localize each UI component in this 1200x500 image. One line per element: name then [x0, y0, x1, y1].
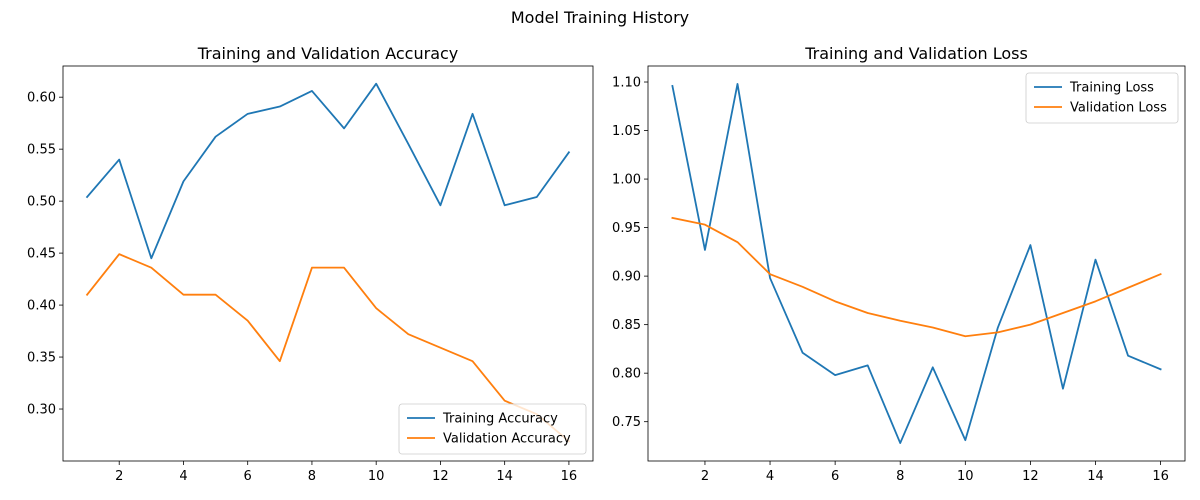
accuracy-y-tick-label: 0.30 [27, 403, 56, 418]
accuracy-y-tick-label: 0.40 [27, 299, 56, 314]
accuracy-y-tick-label: 0.45 [27, 247, 56, 262]
accuracy-legend: Training Accuracy Validation Accuracy [398, 403, 587, 455]
loss-legend-training-label: Training Loss [1069, 81, 1154, 96]
loss-series-validation-line [671, 216, 1162, 338]
accuracy-x-tick-label: 8 [308, 469, 316, 484]
loss-y-tick-label: 1.00 [612, 173, 641, 188]
accuracy-legend-training-label: Training Accuracy [442, 412, 558, 427]
accuracy-series-validation-line [85, 253, 571, 443]
loss-chart-title: Training and Validation Loss [804, 44, 1028, 63]
accuracy-series-training-line [85, 82, 571, 260]
accuracy-y-tick-label: 0.35 [27, 351, 56, 366]
loss-x-tick-label: 8 [896, 469, 904, 484]
loss-y-tick-label: 0.75 [612, 415, 641, 430]
loss-x-tick-label: 14 [1087, 469, 1104, 484]
accuracy-x-tick-label: 16 [561, 469, 578, 484]
loss-legend-validation-label: Validation Loss [1070, 101, 1167, 116]
loss-x-tick-label: 2 [701, 469, 709, 484]
accuracy-x-tick-label: 6 [244, 469, 252, 484]
accuracy-chart-title: Training and Validation Accuracy [197, 44, 459, 63]
loss-y-tick-label: 0.80 [612, 367, 641, 382]
accuracy-chart: Training and Validation Accuracy 2 4 6 8 10 12… [27, 44, 594, 484]
accuracy-x-tick-label: 2 [115, 469, 123, 484]
loss-x-tick-label: 4 [766, 469, 774, 484]
accuracy-y-tick-label: 0.60 [27, 91, 56, 106]
loss-x-tick-label: 6 [831, 469, 839, 484]
loss-y-tick-label: 0.90 [612, 270, 641, 285]
loss-x-tick-label: 12 [1022, 469, 1039, 484]
loss-y-tick-label: 0.95 [612, 221, 641, 236]
accuracy-y-tick-label: 0.50 [27, 195, 56, 210]
figure-title: Model Training History [511, 8, 689, 27]
loss-x-tick-label: 16 [1152, 469, 1169, 484]
accuracy-y-tick-label: 0.55 [27, 143, 56, 158]
accuracy-x-tick-label: 10 [368, 469, 385, 484]
loss-legend-box [1025, 72, 1179, 124]
loss-plot-frame [647, 65, 1186, 462]
accuracy-legend-box [398, 403, 587, 455]
accuracy-legend-validation-label: Validation Accuracy [443, 432, 571, 447]
loss-legend: Training Loss Validation Loss [1025, 72, 1179, 124]
accuracy-x-tick-label: 14 [496, 469, 513, 484]
accuracy-x-tick-label: 4 [179, 469, 187, 484]
loss-y-tick-label: 1.05 [612, 124, 641, 139]
accuracy-x-tick-label: 12 [432, 469, 449, 484]
loss-y-tick-label: 0.85 [612, 318, 641, 333]
loss-series-training-line [671, 83, 1162, 444]
loss-y-tick-label: 1.10 [612, 76, 641, 91]
loss-chart: Training and Validation Loss 2 4 6 8 10 12 14 16… [612, 44, 1186, 484]
loss-x-tick-label: 10 [957, 469, 974, 484]
accuracy-plot-frame [62, 65, 594, 462]
